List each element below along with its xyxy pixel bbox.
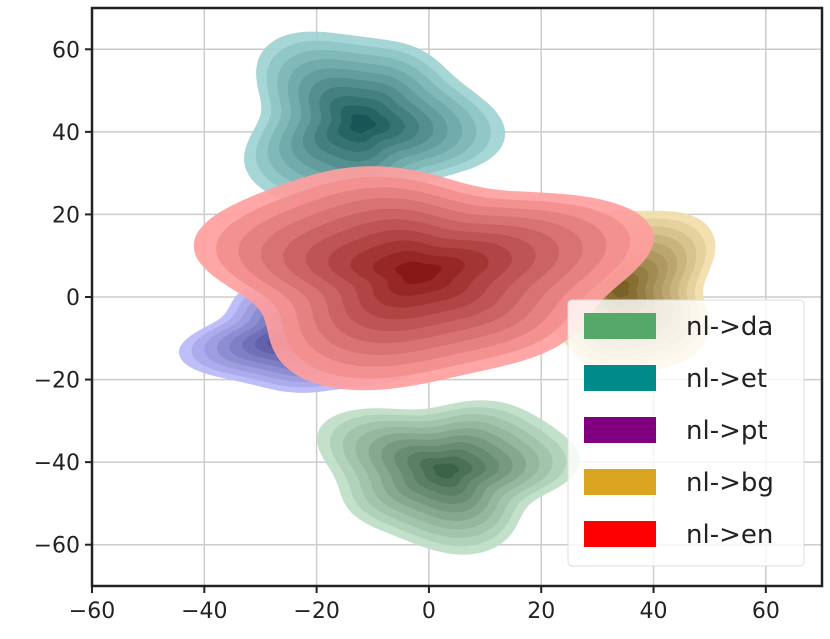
legend-item-nl-to-bg: nl->bg [584,468,774,498]
y-tick-label: −40 [34,451,80,476]
legend-swatch [584,521,656,547]
x-tick-label: −20 [293,599,339,624]
legend-swatch [584,469,656,495]
series-nl-to-en-density [193,166,654,391]
y-tick-label: 60 [52,38,80,63]
density-contours [178,31,716,555]
y-tick-label: 20 [52,203,80,228]
y-tick-label: −20 [34,369,80,394]
legend-label: nl->et [686,364,767,394]
x-tick-label: −40 [181,599,227,624]
legend-swatch [584,313,656,339]
legend-swatch [584,365,656,391]
y-tick-label: 0 [66,286,80,311]
x-tick-label: 20 [527,599,555,624]
legend-label: nl->pt [686,416,768,446]
legend: nl->da nl->et nl->pt nl->bg nl->en [567,299,805,567]
legend-item-nl-to-pt: nl->pt [584,416,768,446]
legend-label: nl->bg [686,468,774,498]
x-tick-label: 40 [640,599,668,624]
contour-level [349,114,376,134]
series-nl-to-et-density [244,31,506,219]
legend-swatch [584,417,656,443]
axis-ticks: −60 −40 −20 0 20 40 60 −60 −40 −20 0 20 40 60 [34,38,780,624]
legend-label: nl->da [686,312,773,342]
contour-level [395,261,442,284]
legend-item-nl-to-en: nl->en [584,520,773,550]
x-tick-label: 0 [422,599,436,624]
legend-item-nl-to-et: nl->et [584,364,767,394]
x-tick-label: −60 [69,599,115,624]
contour-level [432,463,460,479]
legend-item-nl-to-da: nl->da [584,312,773,342]
y-tick-label: 40 [52,121,80,146]
x-tick-label: 60 [752,599,780,624]
series-nl-to-da-density [316,400,580,555]
y-tick-label: −60 [34,534,80,559]
legend-label: nl->en [686,520,773,550]
